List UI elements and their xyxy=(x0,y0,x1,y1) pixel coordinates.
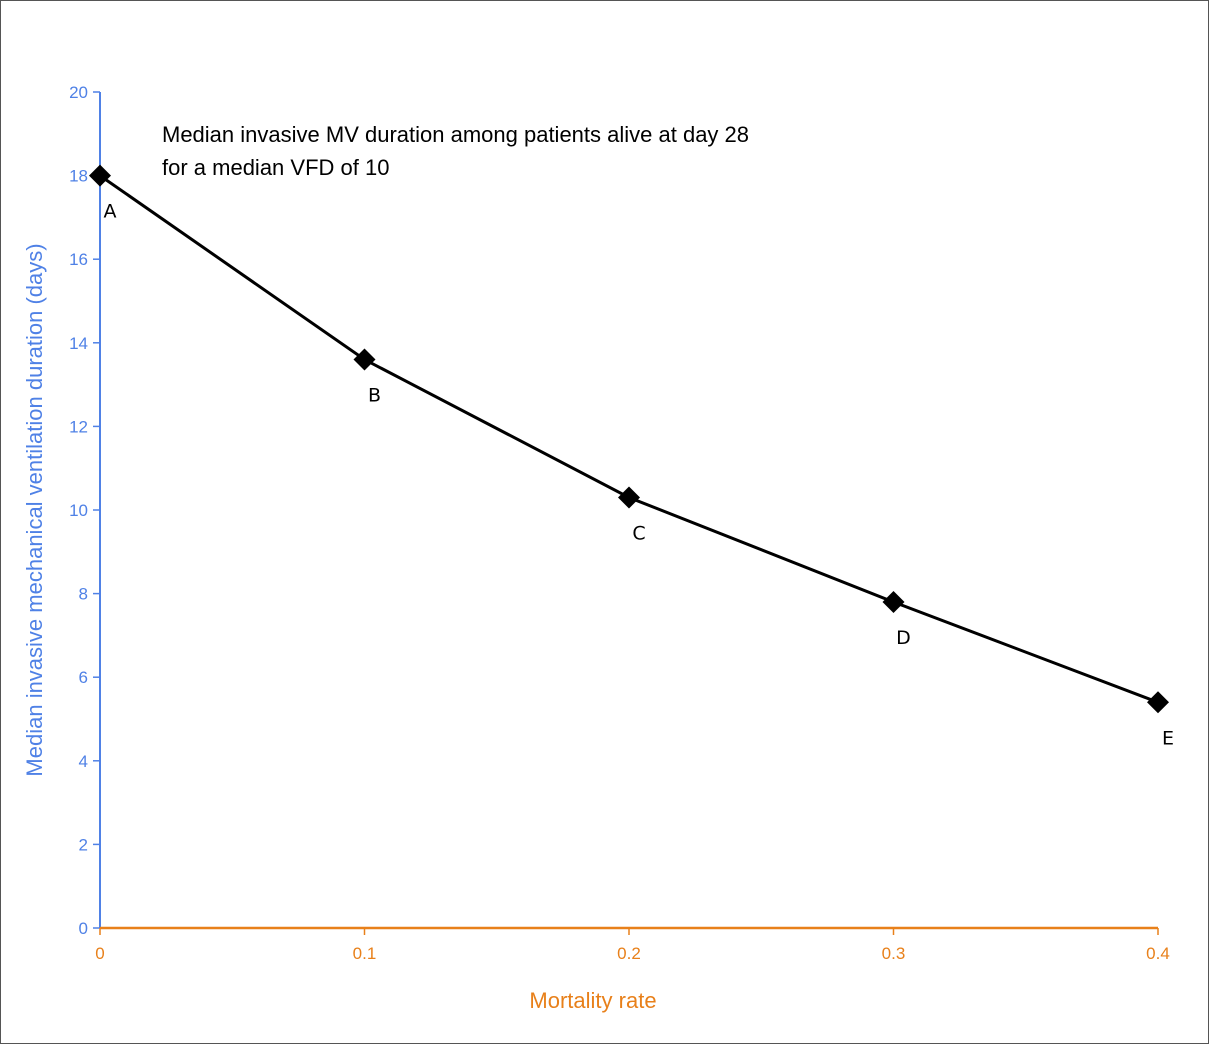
y-tick-label: 16 xyxy=(69,250,88,269)
series-line xyxy=(99,174,1159,704)
y-axis: 0 2 4 6 8 10 12 14 16 18 20 xyxy=(69,83,101,938)
data-point-marker xyxy=(1147,691,1169,714)
data-point-label: B xyxy=(368,385,381,407)
data-point-label: D xyxy=(896,627,911,649)
annotation-line-1: Median invasive MV duration among patien… xyxy=(162,122,749,147)
y-tick-label: 6 xyxy=(79,668,88,687)
x-tick-label: 0.4 xyxy=(1146,944,1170,963)
data-point-marker xyxy=(89,164,111,187)
data-point-label: C xyxy=(632,522,645,544)
y-axis-title: Median invasive mechanical ventilation d… xyxy=(22,243,47,776)
y-tick-label: 20 xyxy=(69,83,88,102)
data-point-marker xyxy=(882,590,905,613)
y-tick-label: 10 xyxy=(69,501,88,520)
x-tick-label: 0.1 xyxy=(353,944,377,963)
y-tick-label: 2 xyxy=(79,835,88,854)
y-tick-label: 8 xyxy=(79,585,88,604)
series-layer: A B C D E xyxy=(89,164,1174,749)
y-tick-label: 4 xyxy=(79,752,88,771)
data-point-label: E xyxy=(1162,727,1174,749)
x-tick-label: 0 xyxy=(95,944,104,963)
data-point-marker xyxy=(353,348,376,371)
x-tick-label: 0.3 xyxy=(882,944,906,963)
y-tick-label: 12 xyxy=(69,417,88,436)
x-tick-label: 0.2 xyxy=(617,944,641,963)
y-tick-label: 0 xyxy=(79,919,88,938)
annotation-line-2: for a median VFD of 10 xyxy=(162,155,389,180)
x-axis-title: Mortality rate xyxy=(529,988,656,1013)
y-tick-label: 18 xyxy=(69,167,88,186)
x-axis: 0 0.1 0.2 0.3 0.4 xyxy=(95,926,1170,963)
data-point-label: A xyxy=(104,201,117,223)
data-point-marker xyxy=(618,486,640,509)
y-tick-label: 14 xyxy=(69,334,88,353)
